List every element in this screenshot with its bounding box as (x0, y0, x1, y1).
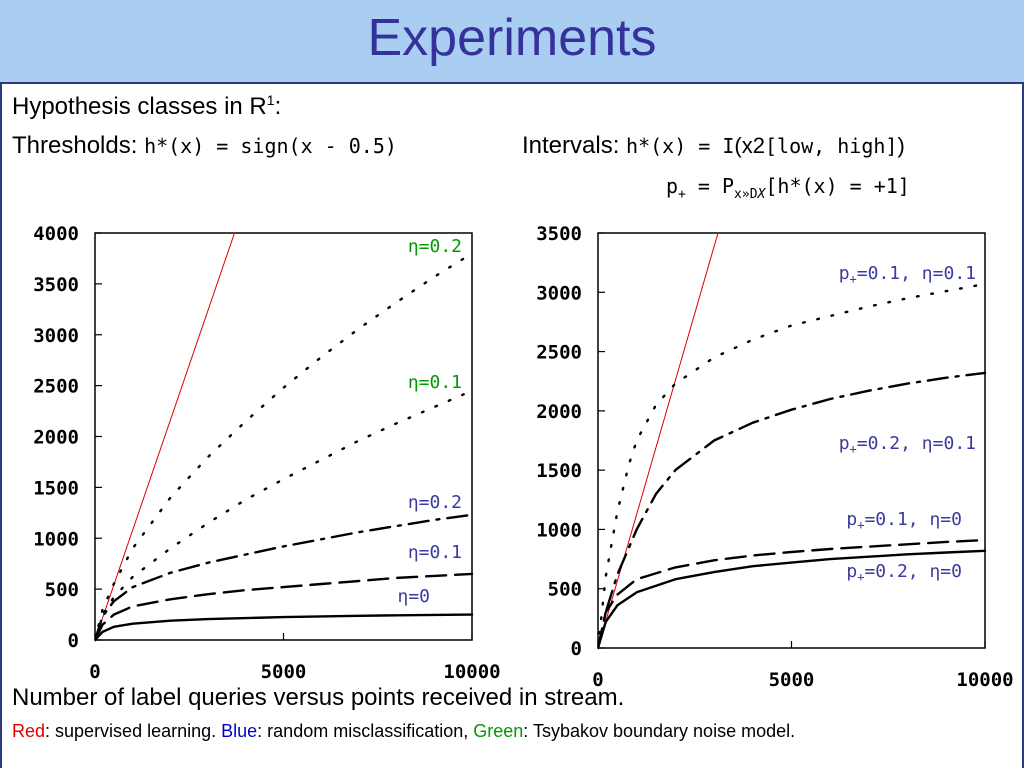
hypothesis-heading-text: Hypothesis classes in R (12, 93, 267, 120)
series-label: p+=0.2, η=0 (846, 561, 962, 584)
intervals-label: Intervals: (522, 132, 620, 159)
y-tick-label: 2500 (33, 376, 79, 398)
series-line (598, 549, 987, 650)
x-tick-label: 0 (592, 669, 603, 691)
caption-green: Green (473, 721, 524, 741)
thresholds-line: Thresholds: h*(x) = sign(x - 0.5) (12, 132, 397, 160)
series-label: p+=0.2, η=0.1 (839, 433, 976, 456)
y-tick-label: 1000 (33, 528, 79, 550)
series-label-rest: =0.2, η=0 (864, 561, 962, 582)
y-tick-label: 500 (548, 579, 582, 601)
series-line (95, 513, 474, 642)
series-label: η=0.2 (408, 492, 462, 513)
y-tick-label: 3000 (33, 325, 79, 347)
y-tick-label: 1500 (536, 460, 582, 482)
series-label-p: p (846, 561, 857, 582)
slide-title: Experiments (367, 9, 657, 67)
pplus-sub-x: X (757, 187, 766, 202)
y-tick-label: 3500 (536, 223, 582, 245)
y-tick-label: 1000 (536, 519, 582, 541)
series-line (598, 232, 719, 649)
series-label-rest: =0.2, η=0.1 (857, 433, 976, 454)
x-tick-label: 5000 (769, 669, 815, 691)
pplus-definition: p+ = Px»DX[h*(x) = +1] (666, 174, 910, 202)
x-tick-label: 10000 (956, 669, 1013, 691)
intervals-formula-b: (x2 (734, 133, 765, 158)
x-tick-label: 0 (89, 661, 100, 683)
pplus-sub-text: x»D (734, 187, 758, 202)
y-tick-label: 2000 (536, 401, 582, 423)
series-label: η=0 (397, 586, 430, 607)
thresholds-label: Thresholds: (12, 132, 138, 159)
series-label: η=0.1 (408, 542, 462, 563)
pplus-lhs: p (666, 174, 679, 198)
series-label-p: p (846, 509, 857, 530)
series-label-rest: =0.1, η=0 (864, 509, 962, 530)
caption-line-1: Number of label queries versus points re… (12, 684, 625, 711)
pplus-rhs: [h*(x) = +1] (765, 174, 910, 198)
y-tick-label: 500 (45, 579, 79, 601)
caption-blue: Blue (221, 721, 258, 741)
thresholds-formula: h*(x) = sign(x - 0.5) (144, 134, 397, 158)
y-tick-label: 3000 (536, 282, 582, 304)
series-label-sub: + (857, 518, 864, 532)
content-frame (0, 84, 1024, 768)
caption-blue-rest: : random misclassification, (257, 721, 474, 741)
series-label-sub: + (850, 272, 857, 286)
y-tick-label: 4000 (33, 223, 79, 245)
chart-1: 0 500 1000 1500 2000 2500 3000 3500 4000 0 5000 100… (33, 223, 500, 683)
series-line (598, 371, 987, 650)
series-line (598, 282, 987, 650)
caption-line-2: Red: supervised learning. Blue: random m… (12, 721, 795, 742)
series-line (95, 389, 474, 642)
caption-green-rest: : Tsybakov boundary noise model. (523, 721, 796, 741)
series-label: p+=0.1, η=0 (846, 509, 962, 532)
series-label: η=0.2 (408, 236, 462, 257)
series-label-p: p (839, 263, 850, 284)
y-tick-label: 2500 (536, 342, 582, 364)
series-line (95, 613, 474, 642)
slide-header: Experiments (0, 0, 1024, 84)
hypothesis-heading-sup: 1 (266, 92, 275, 108)
intervals-formula-c: [low, high] (764, 134, 898, 158)
y-tick-label: 2000 (33, 427, 79, 449)
intervals-line: Intervals: h*(x) = I(x2[low, high]) (522, 132, 905, 160)
pplus-sub: x»DX (734, 187, 765, 202)
series-line (95, 572, 474, 642)
x-tick-label: 10000 (443, 661, 500, 683)
series-line (95, 232, 235, 641)
caption-red: Red (12, 721, 46, 741)
series-label: p+=0.1, η=0.1 (839, 263, 976, 286)
series-line (598, 538, 987, 650)
y-tick-label: 1500 (33, 477, 79, 499)
series-label-rest: =0.1, η=0.1 (857, 263, 976, 284)
series-line (95, 252, 474, 642)
series-label-p: p (839, 433, 850, 454)
y-tick-label: 3500 (33, 274, 79, 296)
hypothesis-heading-colon: : (274, 93, 282, 120)
intervals-formula-a: h*(x) = I (626, 134, 735, 158)
caption-red-rest: : supervised learning. (45, 721, 222, 741)
series-label: η=0.1 (408, 372, 462, 393)
hypothesis-heading: Hypothesis classes in R1: (12, 92, 281, 121)
intervals-formula-d: ) (897, 133, 905, 158)
pplus-lhs-sub: + (678, 187, 686, 202)
pplus-eq: = P (685, 174, 735, 198)
y-tick-label: 0 (68, 630, 79, 652)
x-tick-label: 5000 (261, 661, 307, 683)
series-label-sub: + (850, 442, 857, 456)
series-label-sub: + (857, 570, 864, 584)
y-tick-label: 0 (571, 638, 582, 660)
